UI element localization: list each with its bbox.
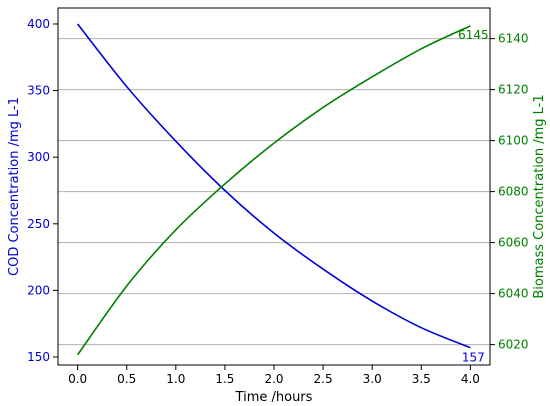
y-left-tick-label: 400: [27, 17, 50, 31]
x-tick-label: 3.5: [412, 372, 431, 386]
series-lines: [76, 23, 471, 356]
y-right-tick-label: 6080: [498, 185, 529, 199]
y-right-tick-label: 6140: [498, 32, 529, 46]
x-tick-label: 2.0: [264, 372, 283, 386]
y-right-tick-label: 6060: [498, 236, 529, 250]
y-axis-right: 6020 6040 6060 6080 6100 6120 6140: [490, 32, 529, 352]
x-tick-label: 3.0: [363, 372, 382, 386]
y-axis-left-label: COD Concentration /mg L-1: [7, 97, 22, 276]
end-labels: 157 6145: [458, 28, 489, 365]
x-tick-label: 1.0: [166, 372, 185, 386]
x-tick-label: 0.0: [68, 372, 87, 386]
x-tick-label: 4.0: [461, 372, 480, 386]
series-end-label: 6145: [458, 28, 489, 42]
gridlines: [58, 38, 490, 346]
x-tick-label: 2.5: [314, 372, 333, 386]
y-right-tick-label: 6120: [498, 83, 529, 97]
y-left-tick-label: 150: [27, 350, 50, 364]
series-line-biomass: [76, 25, 471, 356]
plot-area-frame: [57, 7, 491, 366]
x-axis: 0.0 0.5 1.0 1.5 2.0 2.5 3.0 3.5 4.0: [68, 365, 480, 386]
x-tick-label: 0.5: [117, 372, 136, 386]
series-end-label: 157: [462, 351, 485, 365]
y-left-tick-label: 200: [27, 283, 50, 297]
series-line-cod: [77, 23, 471, 349]
x-axis-label: Time /hours: [235, 390, 313, 405]
x-tick-label: 1.5: [215, 372, 234, 386]
y-left-tick-label: 300: [27, 150, 50, 164]
y-left-tick-label: 250: [27, 217, 50, 231]
y-axis-left: 150 200 250 300 350 400: [27, 17, 58, 364]
y-right-tick-label: 6020: [498, 338, 529, 352]
y-axis-right-label: Biomass Concentration /mg L-1: [532, 94, 547, 298]
y-right-tick-label: 6100: [498, 134, 529, 148]
y-left-tick-label: 350: [27, 84, 50, 98]
y-right-tick-label: 6040: [498, 287, 529, 301]
